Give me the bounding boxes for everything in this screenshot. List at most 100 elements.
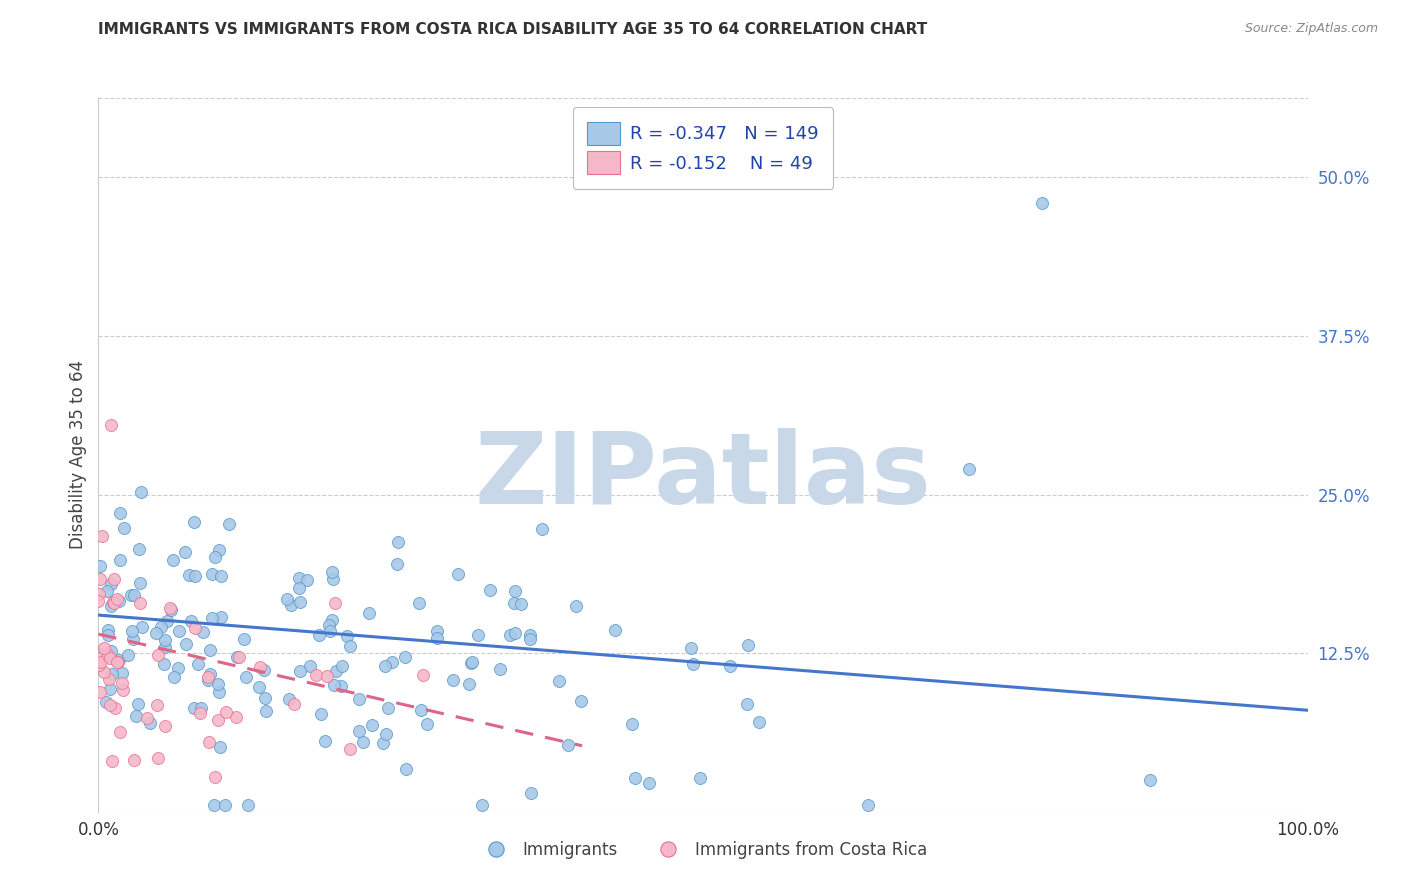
Point xyxy=(159,603,181,617)
Point xyxy=(349,692,371,706)
Point xyxy=(371,736,394,750)
Point xyxy=(412,668,434,682)
Point xyxy=(159,601,181,615)
Point xyxy=(297,573,319,587)
Point xyxy=(188,706,211,720)
Point xyxy=(128,596,150,610)
Point xyxy=(108,552,131,566)
Point xyxy=(215,706,238,720)
Point xyxy=(287,581,309,595)
Point xyxy=(254,690,277,705)
Point xyxy=(330,659,353,673)
Point xyxy=(548,674,571,689)
Point xyxy=(247,680,270,694)
Point xyxy=(153,632,176,647)
Point xyxy=(408,596,430,610)
Text: Source: ZipAtlas.com: Source: ZipAtlas.com xyxy=(1244,22,1378,36)
Text: IMMIGRANTS VS IMMIGRANTS FROM COSTA RICA DISABILITY AGE 35 TO 64 CORRELATION CHA: IMMIGRANTS VS IMMIGRANTS FROM COSTA RICA… xyxy=(98,22,928,37)
Point xyxy=(520,786,543,800)
Point xyxy=(105,592,128,607)
Point xyxy=(207,677,229,691)
Point xyxy=(111,666,134,681)
Point xyxy=(498,628,520,642)
Point xyxy=(254,704,277,718)
Point xyxy=(620,717,643,731)
Point xyxy=(187,657,209,672)
Point xyxy=(387,535,409,549)
Point xyxy=(288,595,311,609)
Legend: Immigrants, Immigrants from Costa Rica: Immigrants, Immigrants from Costa Rica xyxy=(471,833,935,868)
Point xyxy=(112,521,135,535)
Point xyxy=(131,620,153,634)
Point xyxy=(197,669,219,683)
Point xyxy=(325,665,347,679)
Point xyxy=(96,695,118,709)
Point xyxy=(127,698,149,712)
Point xyxy=(149,620,172,634)
Point xyxy=(519,628,541,642)
Point xyxy=(308,627,330,641)
Point xyxy=(503,596,526,610)
Point xyxy=(177,568,200,582)
Point xyxy=(359,607,381,621)
Point xyxy=(97,672,120,686)
Point xyxy=(204,549,226,564)
Point xyxy=(461,655,484,669)
Point xyxy=(228,650,250,665)
Point xyxy=(93,641,115,656)
Point xyxy=(155,640,177,655)
Point xyxy=(682,657,704,671)
Point xyxy=(108,725,131,739)
Point xyxy=(233,632,256,646)
Point xyxy=(191,624,214,639)
Point xyxy=(375,727,398,741)
Point xyxy=(153,657,176,671)
Point xyxy=(1031,195,1053,210)
Point xyxy=(145,626,167,640)
Point xyxy=(339,639,361,653)
Point xyxy=(153,719,176,733)
Point xyxy=(87,594,110,608)
Point xyxy=(411,703,433,717)
Point xyxy=(225,710,247,724)
Point xyxy=(111,683,134,698)
Point xyxy=(957,462,980,476)
Point xyxy=(322,678,344,692)
Point xyxy=(352,735,374,749)
Point xyxy=(111,675,134,690)
Point xyxy=(718,659,741,673)
Point xyxy=(117,648,139,662)
Point xyxy=(139,716,162,731)
Point xyxy=(735,697,758,711)
Point xyxy=(426,631,449,645)
Point xyxy=(107,656,129,670)
Point xyxy=(204,770,226,784)
Point xyxy=(183,701,205,715)
Point xyxy=(209,568,232,582)
Point xyxy=(557,738,579,752)
Point xyxy=(471,798,494,813)
Point xyxy=(198,666,221,681)
Point xyxy=(101,754,124,768)
Point xyxy=(183,516,205,530)
Point xyxy=(460,656,482,670)
Point xyxy=(100,651,122,665)
Point xyxy=(108,593,131,607)
Point xyxy=(89,558,111,573)
Point xyxy=(103,573,125,587)
Point xyxy=(299,658,322,673)
Point xyxy=(283,697,305,711)
Point xyxy=(288,571,311,585)
Point xyxy=(122,588,145,602)
Point xyxy=(208,740,231,755)
Point xyxy=(510,597,533,611)
Point xyxy=(339,742,361,756)
Point xyxy=(304,668,326,682)
Point xyxy=(97,628,120,642)
Point xyxy=(503,583,526,598)
Point xyxy=(120,589,142,603)
Point xyxy=(101,595,124,609)
Point xyxy=(122,753,145,767)
Point xyxy=(329,679,352,693)
Point xyxy=(236,798,259,813)
